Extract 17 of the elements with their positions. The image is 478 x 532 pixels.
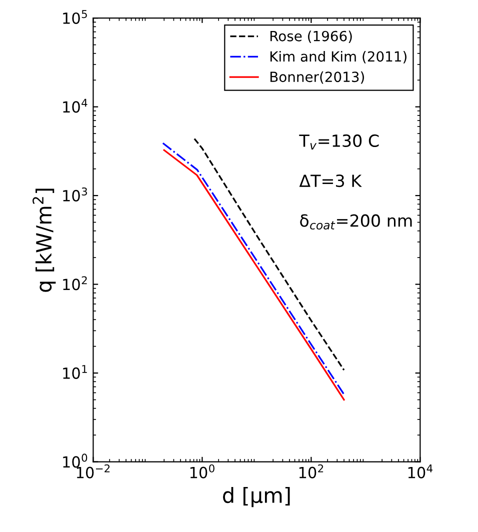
y-axis-title: q [kW/m$^{2}$] xyxy=(32,188,56,292)
annotation: δ$_{coat}$=200 nm xyxy=(300,214,412,230)
x-tick-label: 10$^{0}$ xyxy=(190,464,214,478)
y-tick-label: 10$^{4}$ xyxy=(63,98,88,113)
annotation: ΔT=3 K xyxy=(299,174,362,188)
y-tick-label: 10$^{1}$ xyxy=(63,365,87,379)
y-tick-label: 10$^{5}$ xyxy=(63,10,87,24)
x-tick-label: 10$^{4}$ xyxy=(408,464,433,478)
x-axis-title: d [μm] xyxy=(223,486,290,508)
y-tick-label: 10$^{0}$ xyxy=(63,454,88,468)
y-tick-label: 10$^{2}$ xyxy=(63,276,87,290)
legend-label: Kim and Kim (2011) xyxy=(270,50,406,64)
annotation: T$_{v}$=130 C xyxy=(299,134,379,150)
legend-label: Rose (1966) xyxy=(270,30,352,43)
y-tick-label: 10$^{3}$ xyxy=(63,187,87,202)
x-tick-label: 10$^{2}$ xyxy=(299,464,324,478)
legend-label: Bonner(2013) xyxy=(270,71,364,84)
